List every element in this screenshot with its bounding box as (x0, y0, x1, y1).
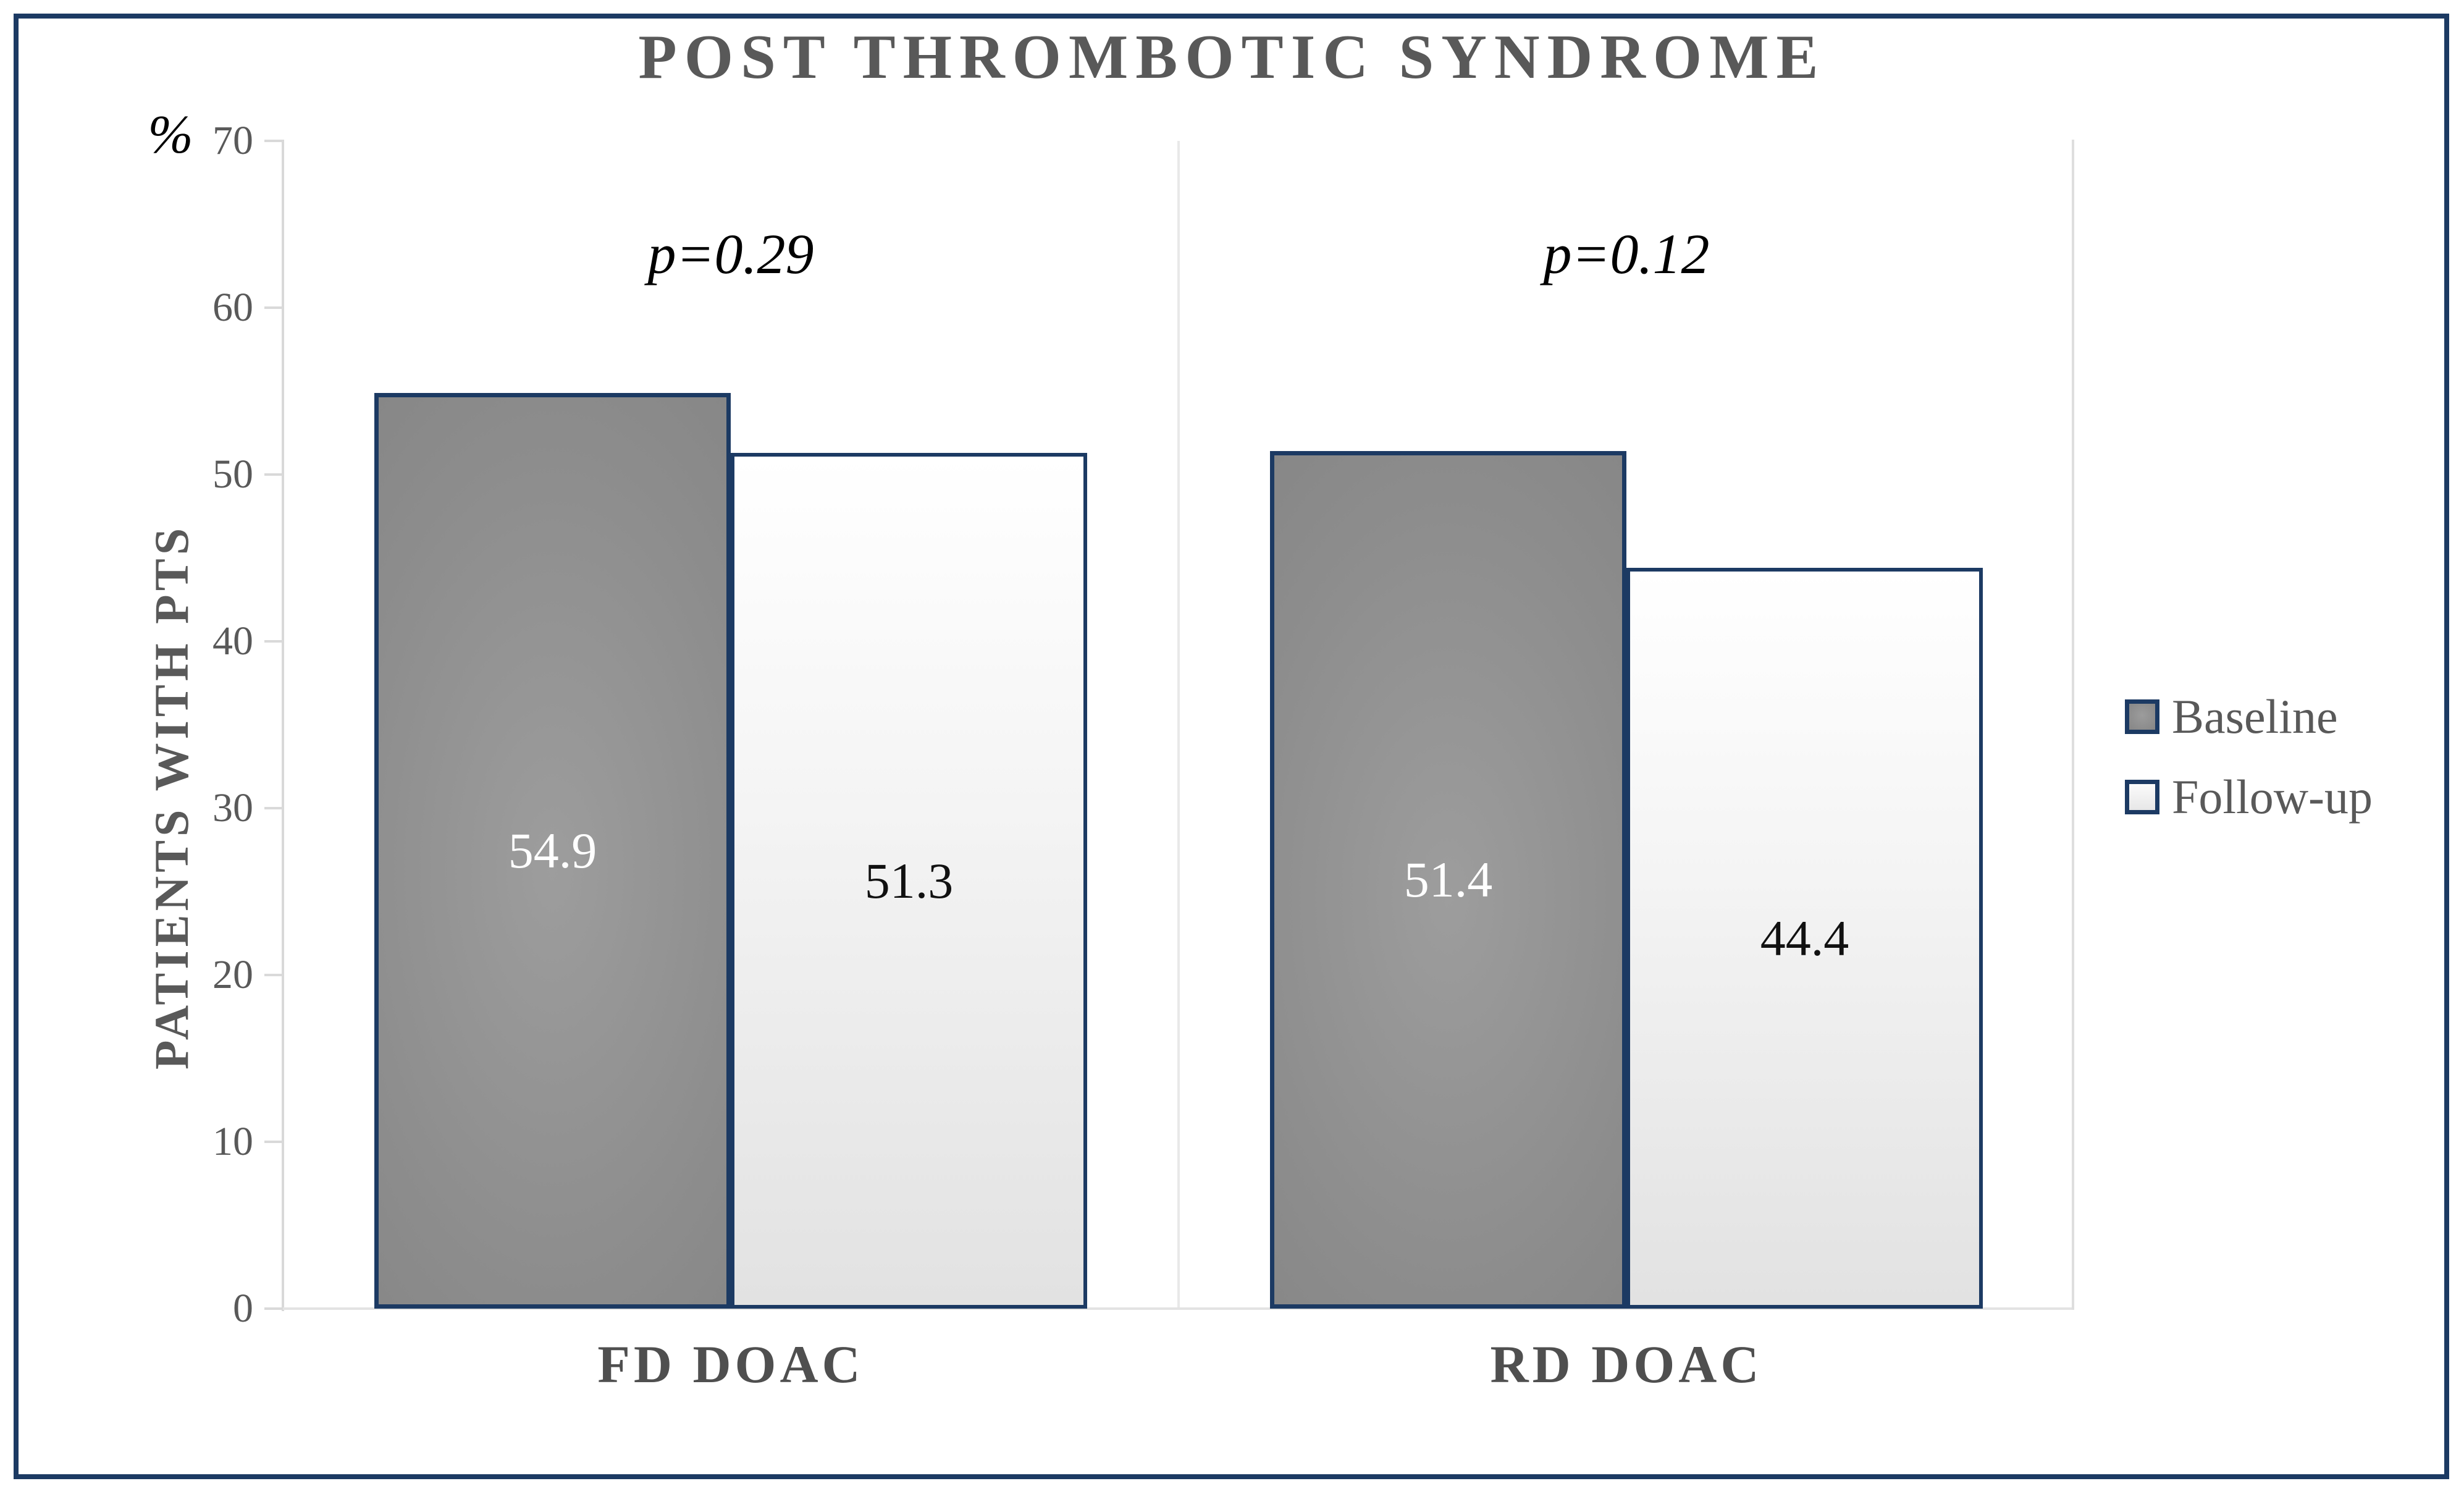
p-value-label: p=0.29 (647, 222, 814, 285)
y-tick-mark (264, 640, 283, 643)
p-value-label: p=0.12 (1543, 222, 1710, 285)
category-label: FD DOAC (597, 1335, 864, 1394)
bar-value-label: 51.3 (864, 852, 954, 909)
bar-value-label: 51.4 (1403, 851, 1493, 908)
y-tick-mark (264, 140, 283, 142)
bar-baseline: 51.4 (1270, 451, 1626, 1309)
y-tick-label: 70 (212, 118, 253, 163)
y-tick-label: 20 (212, 952, 253, 997)
legend-label: Baseline (2172, 690, 2338, 743)
y-tick-label: 30 (212, 785, 253, 830)
bar-value-label: 54.9 (508, 822, 597, 879)
followup-legend-swatch (2125, 780, 2159, 814)
y-tick-label: 10 (212, 1119, 253, 1164)
y-tick-mark (264, 1141, 283, 1143)
y-tick-label: 50 (212, 452, 253, 497)
y-tick-mark (264, 306, 283, 309)
legend-item: Follow-up (2125, 767, 2373, 827)
bar-followup: 44.4 (1626, 568, 1983, 1309)
y-axis-unit-label: % (148, 105, 193, 165)
category-label: RD DOAC (1490, 1335, 1763, 1394)
bar-value-label: 44.4 (1760, 909, 1849, 966)
baseline-legend-swatch (2125, 699, 2159, 734)
legend: Baseline Follow-up (2125, 687, 2373, 848)
y-axis-line (282, 140, 284, 1311)
y-tick-mark (264, 807, 283, 809)
plot-right-border (2072, 140, 2074, 1310)
category-divider-line (1177, 141, 1180, 1307)
y-tick-mark (264, 473, 283, 476)
y-tick-label: 40 (212, 618, 253, 664)
y-tick-label: 60 (212, 285, 253, 330)
y-tick-mark (264, 974, 283, 976)
category-group: p=0.29 54.9 51.3 (283, 141, 1179, 1309)
y-tick-label: 0 (233, 1286, 253, 1331)
legend-item: Baseline (2125, 687, 2373, 746)
bar-followup: 51.3 (731, 453, 1087, 1309)
y-tick-mark (264, 1307, 283, 1310)
legend-label: Follow-up (2172, 770, 2373, 824)
chart-title: POST THROMBOTIC SYNDROME (638, 22, 1826, 92)
bar-baseline: 54.9 (374, 393, 731, 1309)
x-axis-line (282, 1307, 2074, 1310)
category-group: p=0.12 51.4 44.4 (1179, 141, 2074, 1309)
